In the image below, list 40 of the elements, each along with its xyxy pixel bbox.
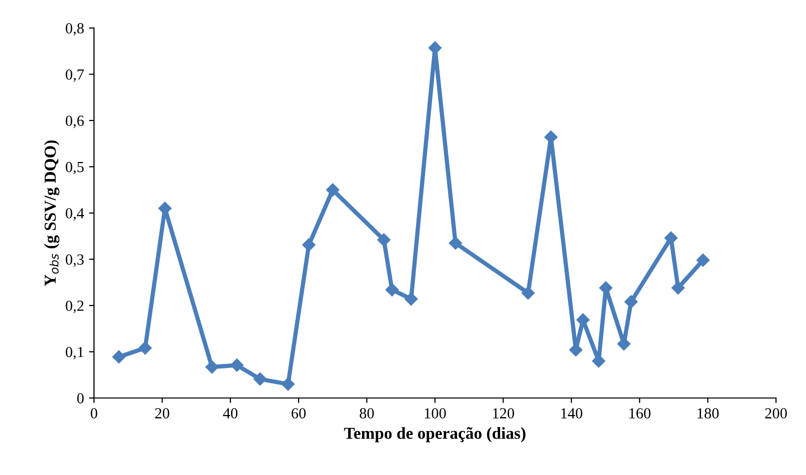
x-tick-label: 80 [360,408,374,418]
x-tick-label: 200 [765,408,787,418]
y-axis-title: Y$_{obs}$ (g SSV/g DQO) [44,140,60,286]
point [138,341,152,355]
point [205,360,219,374]
point [253,372,267,386]
x-tick-label: 60 [292,408,306,418]
point [696,254,710,267]
y-tick-label: 0,2 [66,300,84,314]
point [672,281,685,295]
y-tick-label: 0 [77,393,84,404]
point [404,292,418,306]
x-tick-label: 180 [698,408,719,418]
y-tick-label: 0,5 [66,162,84,174]
point [448,236,462,250]
x-tick-label: 120 [493,408,514,418]
x-tick-label: 160 [629,408,650,418]
point [230,358,244,372]
point [326,183,340,196]
point [522,286,535,300]
x-tick-label: 40 [223,408,238,418]
y-tick-label: 0,6 [66,116,84,128]
point [377,233,390,246]
x-tick-label: 100 [424,408,446,418]
x-tick-label: 140 [561,408,582,418]
point [112,350,126,364]
y-tick-label: 0,8 [66,23,84,36]
x-tick-label: 20 [155,408,170,418]
y-tick-label: 0,1 [66,346,84,360]
y-tick-label: 0,4 [66,208,84,221]
point [385,283,399,296]
point [158,202,172,215]
y-tick-label: 0,3 [66,254,84,267]
point [428,41,442,54]
y-tick-label: 0,7 [66,69,84,82]
point [624,295,638,308]
point [281,378,295,391]
x-axis-title: Tempo de operação (dias) [344,427,526,442]
x-tick-label: 0 [90,408,98,418]
point [302,238,316,252]
